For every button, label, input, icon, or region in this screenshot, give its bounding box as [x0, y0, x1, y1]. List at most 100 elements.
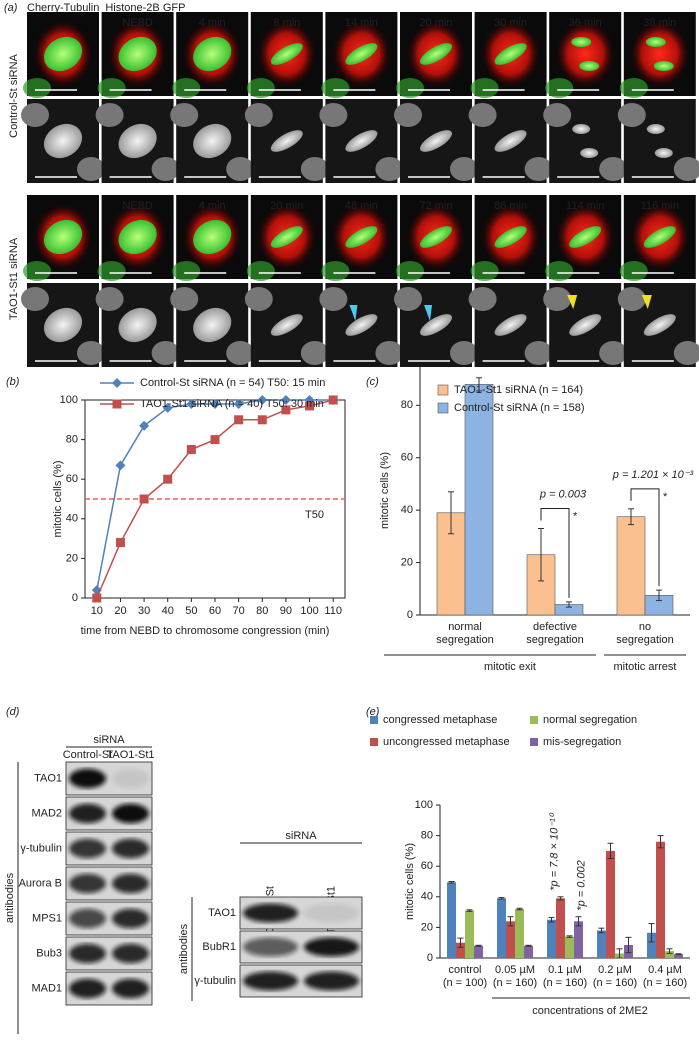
- time-label: 36 min: [569, 17, 602, 29]
- x-tick-label: 30: [138, 605, 150, 617]
- marker: [92, 593, 102, 603]
- marker: [281, 405, 291, 415]
- bar: [474, 945, 483, 958]
- error-bar: [675, 953, 682, 956]
- neighbour-nucleus: [170, 287, 199, 311]
- row-label: MPS1: [32, 912, 62, 924]
- row-label: TAO1: [208, 907, 236, 919]
- time-label: 38 min: [643, 17, 676, 29]
- time-label: 20 min: [270, 200, 303, 212]
- error-bar: [448, 491, 454, 535]
- chromatin: [345, 226, 378, 248]
- chromatin: [580, 148, 599, 158]
- chromatin: [193, 36, 232, 72]
- legend-marker: [112, 378, 122, 388]
- chromatin: [420, 130, 452, 152]
- error-bar: [628, 508, 634, 526]
- spindle: [555, 20, 616, 88]
- legend-text: mis-segregation: [543, 736, 621, 748]
- neighbour-nucleus: [21, 103, 49, 127]
- x-tick-label: 0.1 µM: [548, 964, 582, 976]
- neighbour-nucleus: [151, 157, 180, 181]
- y-tick-label: 0: [72, 592, 78, 604]
- row-label: Aurora B: [19, 877, 62, 889]
- error-bar: [476, 377, 482, 392]
- legend-swatch: [437, 402, 449, 414]
- neighbour-nucleus: [450, 341, 478, 365]
- row-label: BubR1: [202, 941, 236, 953]
- blot-band: [112, 978, 149, 999]
- chromatin: [494, 130, 527, 152]
- blot-band: [112, 943, 149, 964]
- x-tick-label: (n = 100): [443, 977, 487, 989]
- y-tick-label: 0: [407, 609, 413, 621]
- neighbour-nucleus: [151, 341, 180, 365]
- blot-band: [112, 838, 149, 859]
- x-tick-label: 10: [91, 605, 103, 617]
- neighbour-cell: [172, 78, 201, 98]
- neighbour-nucleus: [468, 287, 497, 311]
- error-bar: [625, 936, 632, 954]
- bar: [647, 932, 656, 958]
- legend-marker: [112, 399, 122, 409]
- threshold-label: T50: [305, 509, 324, 521]
- time-label: 14 min: [345, 17, 378, 29]
- chromatin: [572, 124, 591, 134]
- legend-text: Control-St siRNA (n = 54) T50: 15 min: [140, 377, 325, 389]
- blot-band: [69, 803, 106, 824]
- legend-text: congressed metaphase: [383, 714, 497, 726]
- y-tick-label: 60: [66, 473, 78, 485]
- bar: [656, 841, 665, 958]
- neighbour-nucleus: [244, 287, 273, 311]
- bar: [465, 910, 474, 958]
- neighbour-nucleus: [319, 103, 348, 127]
- marker: [210, 435, 220, 445]
- column-label: Control-St: [63, 749, 113, 761]
- time-label: 30 min: [494, 17, 527, 29]
- error-bar: [648, 923, 655, 943]
- marker: [139, 494, 149, 504]
- chromatin: [579, 61, 600, 71]
- legend-swatch: [437, 384, 449, 396]
- bar: [464, 384, 494, 616]
- chromatin: [345, 314, 378, 336]
- legend-text: Control-St siRNA (n = 158): [454, 402, 585, 414]
- neighbour-nucleus: [170, 103, 199, 127]
- significance-bracket: [540, 508, 570, 598]
- error-bar: [548, 916, 555, 923]
- x-tick-label: 0.2 µM: [598, 964, 632, 976]
- neighbour-cell: [172, 261, 201, 281]
- blot-band: [304, 971, 359, 991]
- blot-band: [243, 937, 298, 957]
- neighbour-cell: [396, 78, 424, 98]
- spindle: [629, 20, 690, 88]
- neighbour-nucleus: [599, 157, 628, 181]
- significance-bracket: [630, 488, 660, 587]
- panel-label: (d): [6, 706, 20, 718]
- marker: [163, 474, 173, 484]
- x-tick-label: 0.05 µM: [495, 964, 535, 976]
- neighbour-nucleus: [468, 103, 497, 127]
- neighbour-cell: [321, 261, 350, 281]
- y-tick-label: 80: [401, 399, 413, 411]
- y-tick-label: 20: [66, 552, 78, 564]
- blot-band: [69, 943, 106, 964]
- x-axis-label: concentrations of 2ME2: [532, 1005, 648, 1017]
- condition-label: Control-St siRNA: [8, 53, 20, 137]
- bar: [547, 919, 556, 958]
- error-bar: [516, 907, 523, 911]
- blot-band: [243, 971, 298, 991]
- x-tick-label: 50: [185, 605, 197, 617]
- neighbour-nucleus: [617, 103, 646, 127]
- x-axis-label: time from NEBD to chromosome congression…: [81, 625, 330, 637]
- marker: [280, 395, 291, 405]
- y-axis-label: mitotic cells (%): [379, 452, 391, 529]
- legend-swatch: [370, 738, 378, 746]
- time-label: 114 min: [566, 200, 604, 212]
- x-tick-label: (n = 160): [593, 977, 637, 989]
- time-label: 48 min: [345, 200, 378, 212]
- chromatin: [571, 37, 592, 47]
- x-tick-label: segregation: [616, 634, 674, 646]
- annotation: *p = 0.002: [575, 860, 587, 910]
